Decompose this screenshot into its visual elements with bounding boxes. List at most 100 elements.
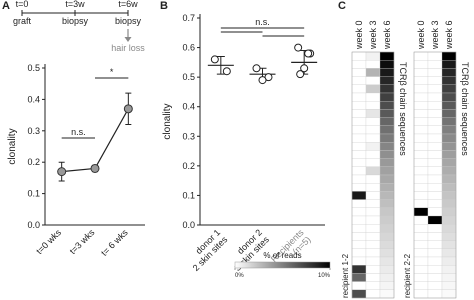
heatmap-cell [413,183,429,192]
heatmap-cell [351,191,367,200]
y-tick-label: 0.2 [182,161,195,171]
heatmap-cell [427,224,443,233]
heatmap-cell [351,84,367,94]
point [300,64,309,73]
heatmap-cell [441,199,457,208]
point [210,55,219,64]
heatmap-cell [427,281,443,290]
heatmap-cell [365,68,381,77]
heatmap-cell [441,240,457,249]
heatmap-cell [441,51,457,61]
heatmap-cell [427,199,443,208]
heatmap-cell [413,232,429,241]
column-label: week 0 [416,20,426,50]
heatmap-cell [379,207,395,217]
heatmap-cell [351,158,367,167]
heatmap-frame [413,51,457,299]
heatmap-cell [441,289,457,299]
point [90,163,100,173]
column-label: week 6 [444,20,454,50]
heatmap-cell [427,68,443,77]
heatmap-cell [441,174,457,184]
heatmap-cell [441,183,457,192]
heatmap-cell [427,101,443,110]
heatmap-cell [379,101,395,110]
heatmap-cell [365,248,381,258]
heatmap-cell [365,199,381,208]
y-tick-label: 0.6 [182,43,195,53]
heatmap-cell [365,224,381,233]
heatmap-cell [441,158,457,167]
heatmap-cell [379,183,395,192]
heatmap-cell [365,174,381,184]
point [222,67,231,76]
heatmap-cell [365,92,381,102]
heatmap-cell [351,109,367,118]
heatmap-cell [441,224,457,233]
heatmap-cell [365,133,381,143]
heatmap-cell [413,224,429,233]
heatmap-cell [441,133,457,143]
heatmap-cell [365,256,381,266]
heatmap-cell [365,207,381,217]
heatmap-cell [413,289,429,299]
heatmap-cell [351,101,367,110]
heatmap-cell [365,183,381,192]
heatmap-cell [379,68,395,77]
heatmap-cell [379,248,395,258]
y-axis-label: clonality [7,128,18,164]
panel-label: A [2,0,10,12]
heatmap-cell [379,76,395,85]
heatmap-cell [379,199,395,208]
heatmap-cell [379,158,395,167]
y-tick-label: 0.0 [27,220,40,230]
heatmap-cell [427,92,443,102]
heatmap-cell [413,174,429,184]
heatmap-cell [365,125,381,135]
heatmap-cell [365,76,381,85]
heatmap-cell [441,150,457,159]
heatmap-cell [427,133,443,143]
heatmap-cell [427,240,443,249]
heatmap-cell [413,158,429,167]
heatmap-cell [379,232,395,241]
column-label: week 3 [368,20,378,50]
heatmap-cell [427,174,443,184]
heatmap-cell [441,101,457,110]
heatmap-cell [427,142,443,151]
heatmap-cell [365,265,381,274]
heatmap-cell [441,265,457,274]
heatmap-cell [413,248,429,258]
axis-line [199,14,325,226]
point [296,70,305,79]
x-tick-label: donor 12 skin sites [184,227,230,273]
heatmap-cell [413,117,429,126]
heatmap-cell [441,215,457,225]
heatmap-cell [427,125,443,135]
timeline-time: t=3w [65,0,85,9]
heatmap-cell [441,191,457,200]
heatmap-cell [413,133,429,143]
heatmap-cell [351,224,367,233]
heatmap-cell [413,92,429,102]
heatmap-cell [379,109,395,118]
heatmap-cell [365,273,381,282]
heatmap-cell [441,273,457,282]
heatmap-cell [441,256,457,266]
heatmap-cell [413,199,429,208]
heatmap-cell [413,207,429,217]
heatmap-cell [379,51,395,61]
heatmap-cell [351,207,367,217]
panel-label: B [160,0,168,12]
heatmap-cell [379,166,395,176]
heatmap-cell [427,273,443,282]
heatmap-cell [427,215,443,225]
x-tick-label: t=3 wks [68,227,97,256]
y-axis-label: clonality [162,103,173,139]
heatmap-cell [351,76,367,85]
heatmap-cell [379,273,395,282]
heatmap-cell [351,183,367,192]
timeline-time: t=0 [16,0,29,9]
heatmap-cell [427,183,443,192]
